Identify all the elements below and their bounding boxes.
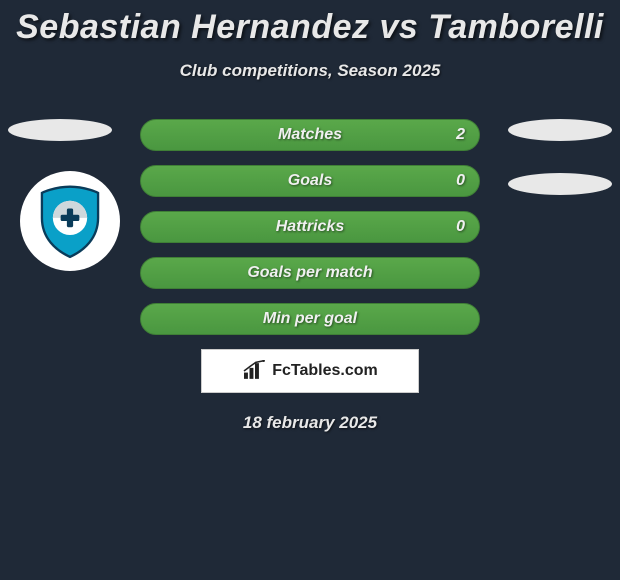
club-badge bbox=[20, 171, 120, 271]
shield-icon bbox=[31, 182, 109, 260]
brand-box[interactable]: FcTables.com bbox=[201, 349, 419, 393]
left-player-placeholder bbox=[8, 119, 112, 141]
stat-label: Min per goal bbox=[263, 310, 357, 328]
stat-value: 0 bbox=[456, 218, 465, 236]
brand-label: FcTables.com bbox=[272, 362, 378, 380]
stat-bar-matches: Matches 2 bbox=[140, 119, 480, 151]
stat-bars: Matches 2 Goals 0 Hattricks 0 Goals per … bbox=[140, 119, 480, 335]
right-player-placeholder-2 bbox=[508, 173, 612, 195]
stat-label: Matches bbox=[278, 126, 342, 144]
stat-value: 0 bbox=[456, 172, 465, 190]
right-player-placeholder-1 bbox=[508, 119, 612, 141]
stat-label: Hattricks bbox=[276, 218, 344, 236]
stat-bar-goals-per-match: Goals per match bbox=[140, 257, 480, 289]
stat-bar-min-per-goal: Min per goal bbox=[140, 303, 480, 335]
stat-bar-goals: Goals 0 bbox=[140, 165, 480, 197]
stat-label: Goals per match bbox=[247, 264, 372, 282]
page-title: Sebastian Hernandez vs Tamborelli bbox=[0, 0, 620, 47]
footer-date: 18 february 2025 bbox=[0, 413, 620, 433]
bar-chart-icon bbox=[242, 360, 268, 382]
stat-value: 2 bbox=[456, 126, 465, 144]
comparison-content: Matches 2 Goals 0 Hattricks 0 Goals per … bbox=[0, 119, 620, 433]
subtitle: Club competitions, Season 2025 bbox=[0, 61, 620, 81]
stat-label: Goals bbox=[288, 172, 332, 190]
stat-bar-hattricks: Hattricks 0 bbox=[140, 211, 480, 243]
